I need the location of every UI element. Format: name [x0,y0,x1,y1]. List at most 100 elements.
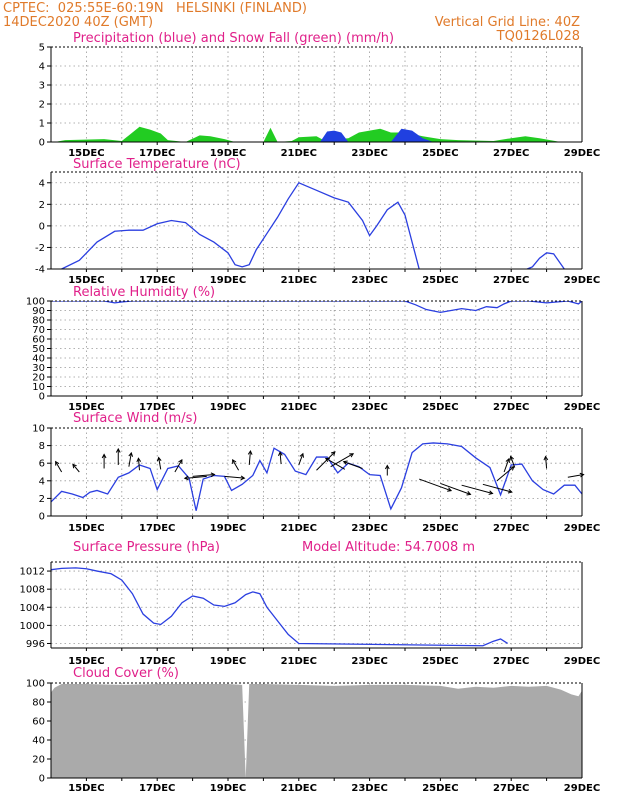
wind-arrow-shaft [343,461,363,469]
x-tick-label: 29DEC [564,402,600,413]
y-tick-label: 4 [39,62,45,73]
x-tick-label: 21DEC [281,523,317,534]
x-tick-label: 23DEC [351,656,387,667]
panel-title: Surface Temperature (nC) [73,157,241,172]
x-tick-label: 25DEC [422,523,458,534]
y-tick-label: 0 [39,138,45,149]
wind-arrow-head [466,491,472,496]
x-tick-label: 27DEC [493,402,529,413]
wind-arrow [342,460,363,469]
panel-subtitle: Model Altitude: 54.7008 m [302,540,475,555]
x-tick-label: 21DEC [281,148,317,159]
header-model: TQ0126L028 [496,29,580,44]
x-tick-label: 15DEC [68,783,104,794]
panel-5: Surface Pressure (hPa) Model Altitude: 54… [20,540,601,667]
wind-arrow-head [210,472,216,478]
x-tick-label: 19DEC [210,523,246,534]
wind-arrow [482,483,513,494]
wind-arrow [461,484,494,495]
wind-arrow-shaft [184,475,207,479]
wind-arrow [324,457,346,470]
wind-arrow [418,478,453,492]
x-tick-label: 17DEC [139,783,175,794]
wind-arrow-shaft [279,452,282,465]
x-tick-label: 25DEC [422,402,458,413]
panel-2: Surface Temperature (nC) -4 -2 0 2 4 15DEC 17DE… [35,157,600,286]
x-tick-label: 27DEC [493,275,529,286]
wind-arrow-head [299,452,305,458]
wind-arrow-head [324,457,330,463]
y-tick-label: 30 [32,363,45,374]
wind-arrow-head [384,464,390,470]
y-tick-label: 10 [32,382,45,393]
wind-arrow-head [72,463,77,469]
y-tick-label: 20 [32,373,45,384]
data-line [51,442,582,511]
x-tick-label: 23DEC [351,275,387,286]
x-tick-label: 19DEC [210,275,246,286]
wind-arrow-head [509,455,514,461]
wind-arrow [509,455,516,468]
wind-arrow-shaft [510,456,516,468]
wind-arrow [384,464,390,476]
header-vertical-grid: Vertical Grid Line: 40Z [435,15,580,30]
x-tick-label: 21DEC [281,783,317,794]
x-tick-label: 25DEC [422,148,458,159]
wind-arrow [72,463,80,473]
y-tick-label: 2 [39,100,45,111]
wind-arrow [543,455,549,469]
wind-arrow-head [183,475,189,481]
x-tick-label: 23DEC [351,783,387,794]
wind-arrow-shaft [496,466,515,482]
y-tick-label: 90 [32,306,45,317]
x-tick-label: 29DEC [564,275,600,286]
y-tick-label: 4 [39,476,45,487]
wind-arrow-head [55,460,60,466]
y-tick-label: 40 [32,354,45,365]
panel-3: Relative Humidity (%) 0102030405060708090… [26,285,600,413]
data-line [51,567,509,647]
wind-arrow [567,472,585,478]
panel-title: Surface Wind (m/s) [73,411,197,426]
y-tick-label: 5 [39,43,45,54]
y-tick-label: 0 [39,512,45,523]
wind-arrow [503,457,511,473]
y-tick-label: 0 [39,221,45,232]
x-tick-label: 25DEC [422,656,458,667]
wind-arrow-head [277,451,283,456]
wind-arrow [128,451,134,467]
x-tick-label: 19DEC [210,783,246,794]
wind-arrow-shaft [503,458,510,473]
wind-arrow-shaft [55,461,63,473]
wind-arrow [232,458,240,471]
area-snow-fall [54,126,561,142]
y-tick-label: 70 [32,325,45,336]
y-tick-label: 2 [39,200,45,211]
y-tick-label: 8 [39,441,45,452]
wind-arrow-shaft [461,484,493,494]
x-tick-label: 23DEC [351,402,387,413]
wind-arrow-head [101,453,107,459]
y-tick-label: 50 [32,344,45,355]
wind-arrow-head [178,458,183,464]
y-tick-label: 0 [39,774,45,785]
wind-arrow-shaft [72,464,80,473]
wind-arrow-head [115,447,121,453]
header-location: CPTEC: 025:55E-60:19N HELSINKI (FINLAND) [3,1,307,16]
wind-arrow-shaft [545,456,548,469]
x-tick-label: 29DEC [564,656,600,667]
wind-arrow [330,453,355,468]
x-tick-label: 17DEC [139,656,175,667]
wind-arrow-head [505,457,511,463]
panel-4: Surface Wind (m/s) 0 2 4 6 8 10 15DEC 17DEC 19DEC… [32,411,600,534]
x-tick-label: 23DEC [351,148,387,159]
x-tick-label: 15DEC [68,275,104,286]
wind-arrow-head [247,449,253,455]
wind-arrow-head [342,460,348,465]
x-tick-label: 17DEC [139,523,175,534]
y-tick-label: -4 [35,265,45,276]
x-tick-label: 29DEC [564,783,600,794]
x-tick-label: 21DEC [281,656,317,667]
header-date: 14DEC2020 40Z (GMT) [3,15,153,30]
